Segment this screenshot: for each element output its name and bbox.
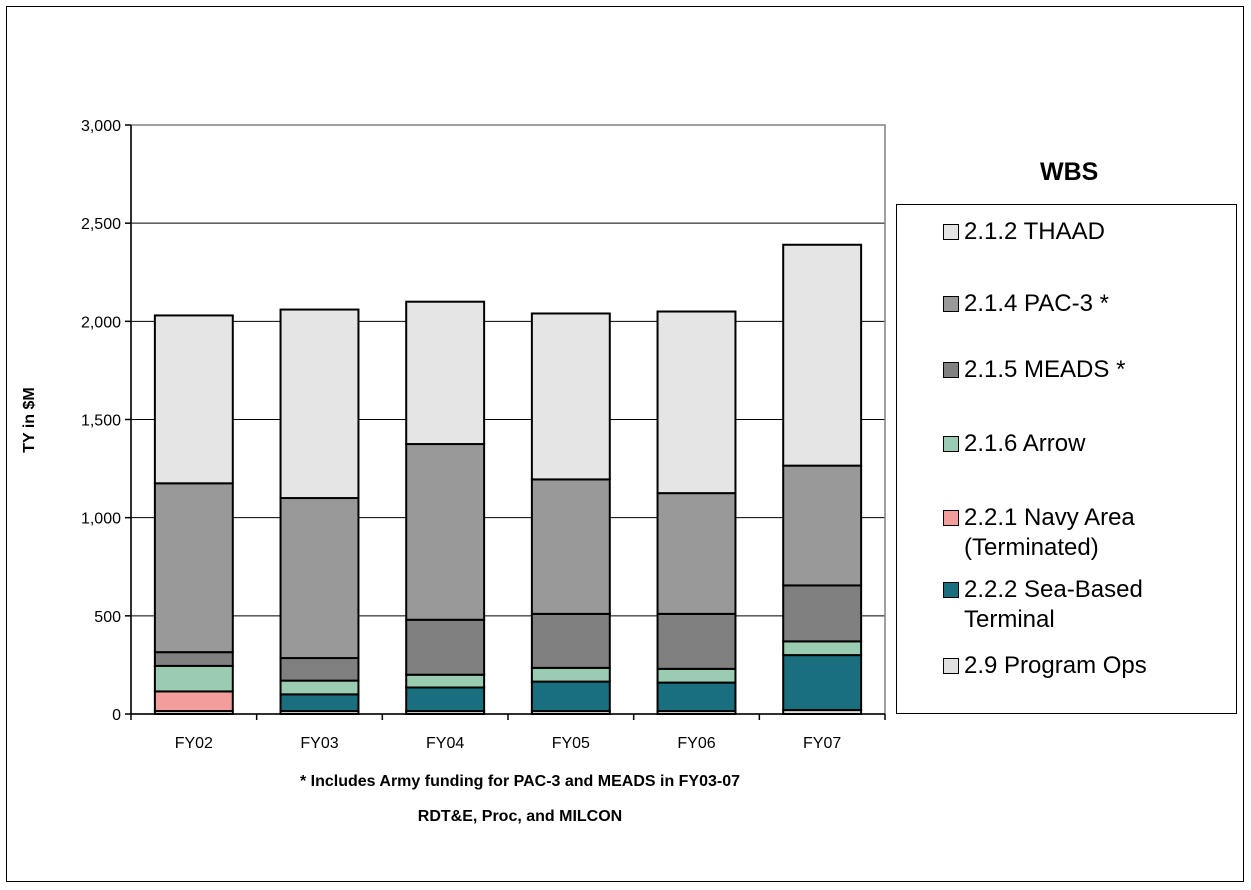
legend-label-program-ops: 2.9 Program Ops [964, 652, 1147, 679]
legend-item-thaad: 2.1.2 THAAD [943, 217, 1234, 247]
legend-item-navy-area: 2.2.1 Navy Area (Terminated) [943, 503, 1234, 563]
bar-fy05-series-3 [530, 666, 611, 683]
legend-label-arrow: 2.1.6 Arrow [964, 430, 1086, 457]
bar-fy02-series-3 [153, 664, 234, 693]
legend-label-pac3: 2.1.4 PAC-3 * [964, 290, 1109, 317]
bar-fy05-series-1 [530, 680, 611, 713]
footnote-army-funding: * Includes Army funding for PAC-3 and ME… [299, 773, 741, 790]
y-tick-label-3000: 3,000 [81, 118, 121, 135]
legend-label-sea-based-terminal: 2.2.2 Sea-Based Terminal [964, 576, 1143, 633]
legend-swatch-program-ops [943, 658, 959, 674]
bar-fy02-series-4 [153, 651, 234, 667]
x-tick-label-fy06: FY06 [677, 735, 715, 752]
bar-fy03-series-6 [279, 308, 360, 500]
legend-swatch-pac3 [943, 296, 959, 312]
legend-item-program-ops: 2.9 Program Ops [943, 651, 1234, 681]
legend-swatch-navy-area [943, 510, 959, 526]
y-tick-label-1000: 1,000 [81, 511, 121, 528]
legend-swatch-arrow [943, 436, 959, 452]
bar-fy07-series-5 [782, 464, 863, 587]
legend-label-thaad: 2.1.2 THAAD [964, 218, 1105, 245]
bar-fy07-series-4 [782, 584, 863, 643]
x-tick-label-fy05: FY05 [552, 735, 590, 752]
legend-swatch-thaad [943, 224, 959, 240]
bar-fy03-series-1 [279, 693, 360, 713]
legend-swatch-meads [943, 362, 959, 378]
x-tick-label-fy03: FY03 [300, 735, 338, 752]
bar-fy06-series-1 [656, 681, 737, 713]
bar-fy04-series-4 [405, 618, 486, 676]
bar-fy06-series-5 [656, 492, 737, 615]
x-tick-label-fy07: FY07 [803, 735, 841, 752]
bar-fy02-series-5 [153, 482, 234, 654]
legend-swatch-sea-based-terminal [943, 582, 959, 598]
bar-fy03-series-5 [279, 497, 360, 660]
x-tick-label-fy02: FY02 [175, 735, 213, 752]
x-tick-label-fy04: FY04 [426, 735, 464, 752]
legend-item-sea-based-terminal: 2.2.2 Sea-Based Terminal [943, 575, 1234, 635]
bar-fy07-series-3 [782, 640, 863, 657]
bar-fy05-series-5 [530, 478, 611, 615]
bar-fy06-series-6 [656, 310, 737, 495]
y-tick-label-2000: 2,000 [81, 314, 121, 331]
bar-fy02-series-6 [153, 314, 234, 485]
bar-fy07-series-1 [782, 654, 863, 712]
legend-label-navy-area: 2.2.1 Navy Area (Terminated) [964, 504, 1135, 561]
bar-fy04-series-6 [405, 300, 486, 446]
legend-title: WBS [1040, 158, 1099, 186]
bar-fy02-series-2 [153, 690, 234, 713]
chart-frame [6, 6, 1244, 882]
bar-fy06-series-4 [656, 612, 737, 670]
bar-fy04-series-1 [405, 686, 486, 713]
y-tick-label-2500: 2,500 [81, 216, 121, 233]
bar-fy06-series-3 [656, 667, 737, 684]
bar-fy03-series-3 [279, 679, 360, 696]
bar-fy03-series-4 [279, 657, 360, 682]
y-tick-label-500: 500 [94, 609, 121, 626]
bar-fy07-series-6 [782, 243, 863, 467]
bar-fy05-series-6 [530, 312, 611, 481]
bar-fy05-series-4 [530, 612, 611, 669]
legend-item-arrow: 2.1.6 Arrow [943, 429, 1234, 459]
y-axis-label: TY in $M [21, 387, 38, 453]
bar-fy04-series-5 [405, 443, 486, 621]
footnote-funding-types: RDT&E, Proc, and MILCON [417, 808, 623, 825]
legend-item-pac3: 2.1.4 PAC-3 * [943, 289, 1234, 319]
legend-item-meads: 2.1.5 MEADS * [943, 355, 1234, 385]
y-tick-label-1500: 1,500 [81, 413, 121, 430]
legend: 2.1.2 THAAD 2.1.4 PAC-3 * 2.1.5 MEADS * … [896, 204, 1237, 714]
legend-label-meads: 2.1.5 MEADS * [964, 356, 1126, 383]
bar-fy04-series-3 [405, 673, 486, 689]
y-tick-label-0: 0 [112, 707, 121, 724]
